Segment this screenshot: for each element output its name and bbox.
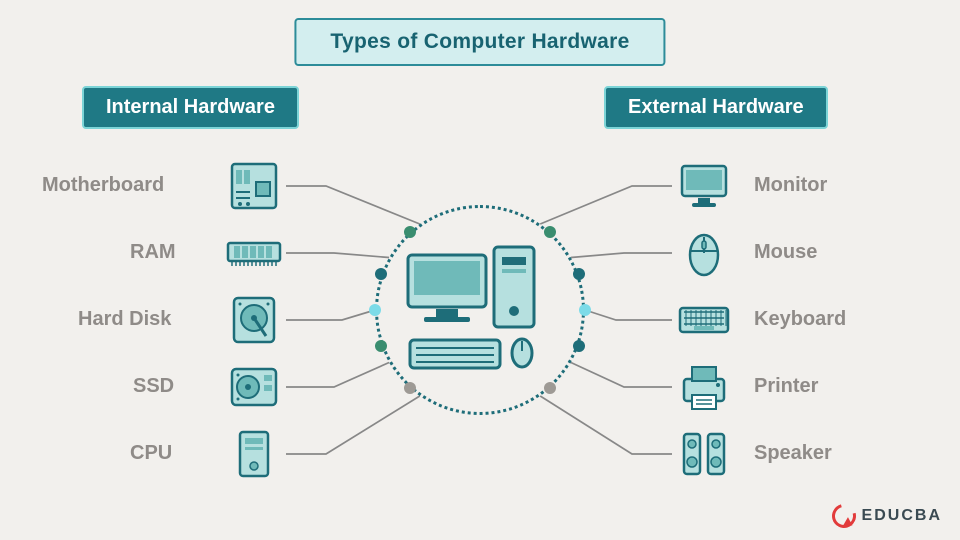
logo: EDUCBA xyxy=(832,504,942,528)
ring-dot xyxy=(573,340,585,352)
ssd-label: SSD xyxy=(133,375,174,398)
keyboard-label: Keyboard xyxy=(754,308,846,331)
mouse-label: Mouse xyxy=(754,241,817,264)
ring-dot xyxy=(375,340,387,352)
cpu-label: CPU xyxy=(130,442,172,465)
ram-icon xyxy=(226,225,282,281)
ring-dot xyxy=(573,268,585,280)
cpu-icon xyxy=(226,426,282,482)
ram-label: RAM xyxy=(130,241,176,264)
harddisk-icon xyxy=(226,292,282,348)
ring-dot xyxy=(375,268,387,280)
keyboard-icon xyxy=(676,292,732,348)
speaker-icon xyxy=(676,426,732,482)
ring-dot xyxy=(579,304,591,316)
speaker-label: Speaker xyxy=(754,442,832,465)
logo-text: EDUCBA xyxy=(862,507,942,525)
center-computer-icon xyxy=(390,225,570,385)
monitor-label: Monitor xyxy=(754,174,827,197)
harddisk-label: Hard Disk xyxy=(78,308,171,331)
center-hub xyxy=(480,310,481,311)
ring-dot xyxy=(369,304,381,316)
mouse-icon xyxy=(676,225,732,281)
logo-swirl-icon xyxy=(827,500,860,533)
motherboard-label: Motherboard xyxy=(42,174,164,197)
monitor-icon xyxy=(676,158,732,214)
printer-label: Printer xyxy=(754,375,818,398)
ssd-icon xyxy=(226,359,282,415)
motherboard-icon xyxy=(226,158,282,214)
printer-icon xyxy=(676,359,732,415)
